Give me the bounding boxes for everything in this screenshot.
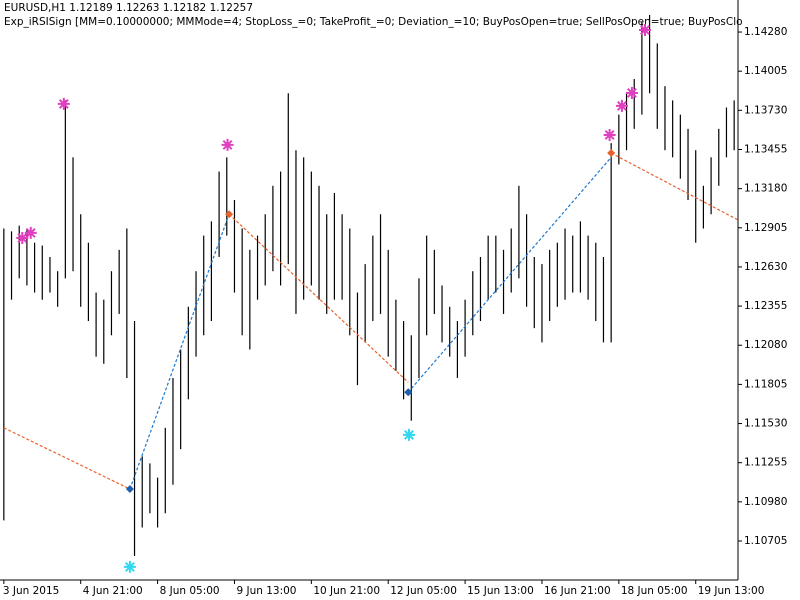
y-tick-label: 1.11530 — [744, 418, 787, 430]
expert-info: Exp_iRSISign [MM=0.10000000; MMMode=4; S… — [4, 16, 743, 28]
chart-title: EURUSD,H1 1.12189 1.12263 1.12182 1.1225… — [4, 2, 253, 14]
x-tick-label: 10 Jun 21:00 — [313, 585, 380, 597]
signal-star — [57, 97, 70, 110]
signal-star — [402, 428, 415, 441]
deal-marker — [225, 210, 234, 219]
trade-line — [129, 214, 230, 490]
y-tick-label: 1.11805 — [744, 378, 787, 390]
y-tick-label: 1.13730 — [744, 104, 787, 116]
y-tick-label: 1.11255 — [744, 457, 787, 469]
y-tick-label: 1.13455 — [744, 143, 787, 155]
deal-marker — [125, 485, 134, 494]
deal-marker — [404, 388, 413, 397]
y-tick-label: 1.12905 — [744, 222, 787, 234]
y-tick-label: 1.12080 — [744, 339, 787, 351]
x-tick-label: 4 Jun 21:00 — [83, 585, 143, 597]
y-tick-label: 1.10705 — [744, 535, 787, 547]
signal-star — [638, 24, 651, 37]
signal-star — [16, 232, 29, 245]
signal-star — [625, 86, 638, 99]
x-tick-label: 18 Jun 05:00 — [621, 585, 688, 597]
deal-marker — [607, 149, 616, 158]
trade-line — [228, 213, 409, 383]
signal-star — [24, 226, 37, 239]
x-tick-label: 12 Jun 05:00 — [390, 585, 457, 597]
y-tick-label: 1.14280 — [744, 26, 787, 38]
x-tick-label: 3 Jun 2015 — [3, 585, 59, 597]
x-tick-label: 15 Jun 13:00 — [467, 585, 534, 597]
x-tick-label: 8 Jun 05:00 — [160, 585, 220, 597]
x-tick-label: 19 Jun 13:00 — [698, 585, 765, 597]
signal-star — [123, 560, 136, 573]
y-tick-label: 1.12355 — [744, 300, 787, 312]
trade-line — [610, 152, 739, 221]
x-tick-label: 9 Jun 13:00 — [236, 585, 296, 597]
x-tick-label: 16 Jun 21:00 — [544, 585, 611, 597]
trade-line — [3, 427, 131, 490]
y-tick-label: 1.14005 — [744, 65, 787, 77]
signal-star — [615, 99, 628, 112]
trade-line — [407, 156, 612, 393]
y-tick-label: 1.10980 — [744, 496, 787, 508]
signal-star — [221, 138, 234, 151]
signal-star — [603, 128, 616, 141]
y-tick-label: 1.13180 — [744, 183, 787, 195]
y-tick-label: 1.12630 — [744, 261, 787, 273]
